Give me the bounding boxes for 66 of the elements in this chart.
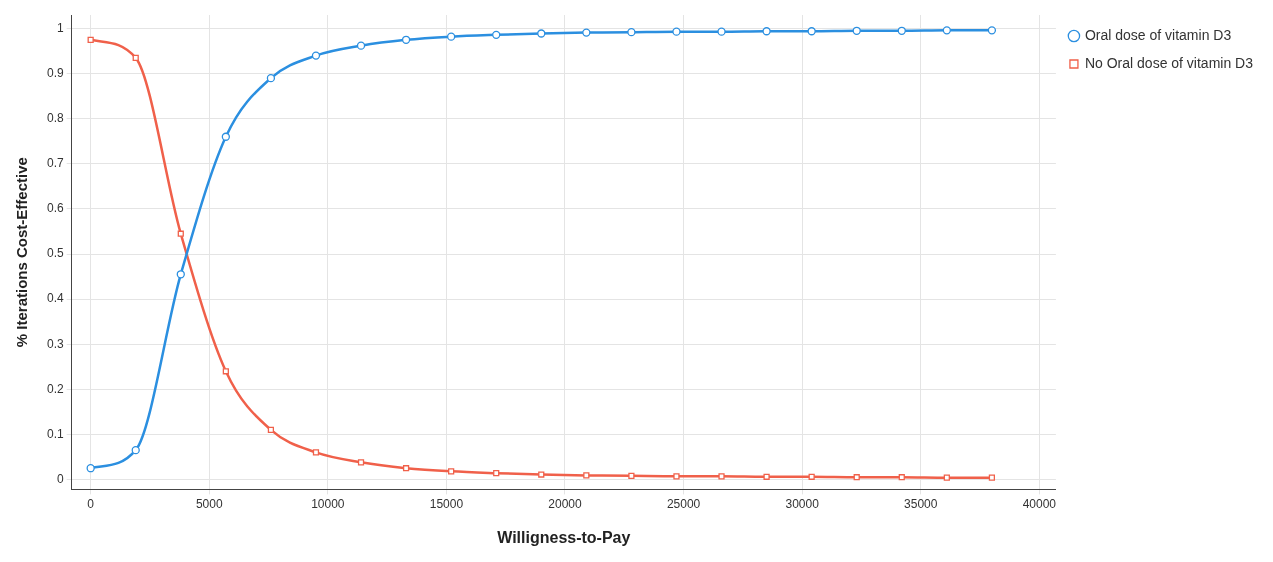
y-tick-label: 0.3 xyxy=(46,336,64,351)
legend-label: No Oral dose of vitamin D3 xyxy=(1084,54,1254,71)
point xyxy=(356,41,366,50)
legend-label: Oral dose of vitamin D3 xyxy=(1084,26,1232,43)
point xyxy=(807,27,816,36)
point xyxy=(718,473,725,480)
point xyxy=(672,27,681,36)
x-tick-label: 5000 xyxy=(195,496,223,511)
point xyxy=(987,26,997,35)
point xyxy=(538,471,545,478)
point xyxy=(628,472,635,479)
point xyxy=(493,470,500,477)
point xyxy=(177,230,184,237)
point xyxy=(942,26,951,35)
y-axis-title: % Iterations Cost-Effective xyxy=(13,157,31,348)
y-tick-label: 0.5 xyxy=(46,246,64,261)
point xyxy=(627,27,636,37)
x-tick-label: 25000 xyxy=(666,496,701,511)
point xyxy=(401,35,411,44)
point xyxy=(537,29,546,38)
y-tick-label: 1 xyxy=(56,20,64,35)
point xyxy=(583,472,590,479)
x-tick-label: 10000 xyxy=(311,496,345,511)
point xyxy=(897,26,906,35)
point xyxy=(717,27,726,36)
point xyxy=(808,473,815,480)
x-tick-label: 20000 xyxy=(548,496,582,511)
point xyxy=(853,474,860,481)
point xyxy=(222,368,229,375)
point xyxy=(87,36,94,43)
point xyxy=(311,51,321,60)
x-tick-label: 35000 xyxy=(904,496,938,511)
y-tick-label: 0 xyxy=(56,471,64,486)
point xyxy=(852,26,861,35)
point xyxy=(582,28,591,37)
point xyxy=(448,468,455,475)
y-tick-label: 0.8 xyxy=(46,111,64,126)
y-tick-label: 0.7 xyxy=(46,156,64,171)
point xyxy=(266,73,276,83)
point xyxy=(988,474,996,481)
point xyxy=(673,473,680,480)
point xyxy=(492,30,501,39)
point xyxy=(86,464,95,473)
point xyxy=(402,465,410,472)
x-tick-label: 0 xyxy=(87,496,95,511)
point xyxy=(943,474,950,481)
x-tick-label: 15000 xyxy=(429,496,464,511)
point xyxy=(762,27,771,36)
y-tick-label: 0.2 xyxy=(46,381,64,396)
point xyxy=(131,446,140,455)
point xyxy=(221,132,230,141)
point xyxy=(763,473,770,480)
point xyxy=(357,459,365,466)
point xyxy=(898,474,905,481)
x-tick-label: 30000 xyxy=(785,496,820,511)
x-tick-label: 40000 xyxy=(1022,496,1057,511)
x-axis-title: Willigness-to-Pay xyxy=(497,528,631,546)
point xyxy=(176,270,185,279)
point xyxy=(312,449,320,456)
point xyxy=(132,54,139,61)
y-tick-label: 0.1 xyxy=(46,426,64,441)
y-tick-label: 0.6 xyxy=(46,201,64,216)
y-tick-label: 0.4 xyxy=(46,291,64,306)
point xyxy=(447,32,456,41)
point xyxy=(267,426,275,433)
y-tick-label: 0.9 xyxy=(46,65,64,80)
